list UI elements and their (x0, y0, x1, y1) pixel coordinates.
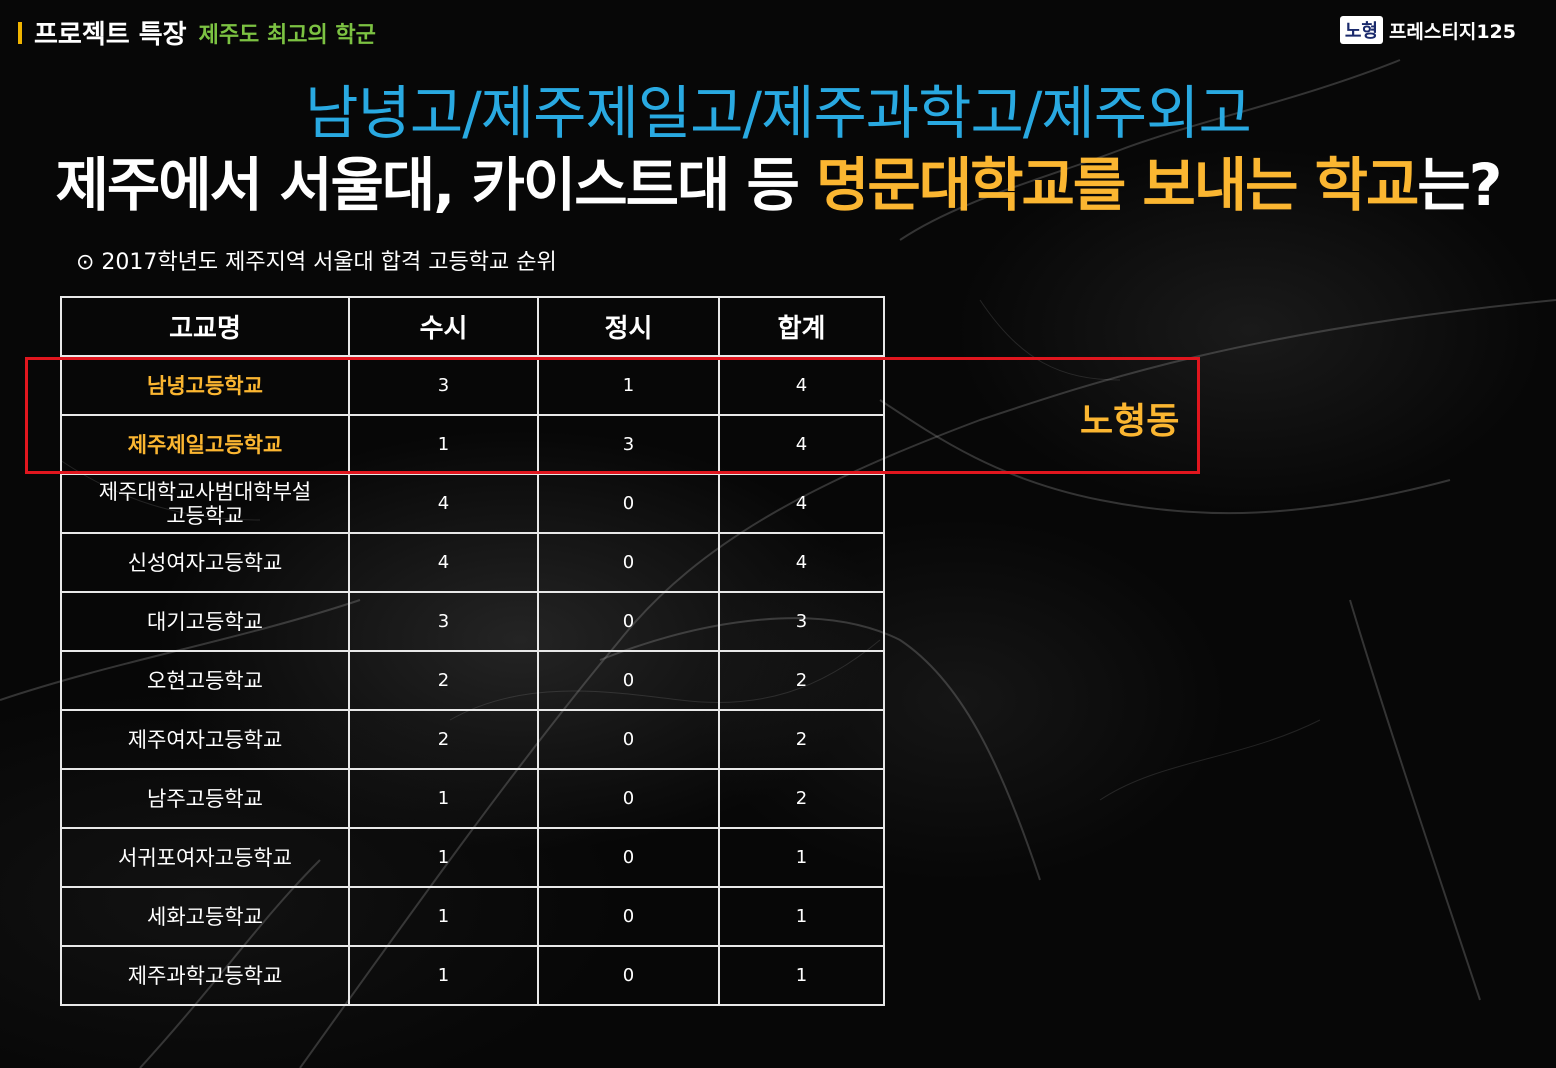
table-row: 제주과학고등학교 1 0 1 (60, 945, 885, 1006)
table-body: 남녕고등학교 3 1 4 제주제일고등학교 1 3 4 제주대학교사범대학부설 고등학교 4 0 4 신… (60, 355, 885, 1006)
table-caption: ⊙ 2017학년도 제주지역 서울대 합격 고등학교 순위 (76, 250, 557, 275)
section-marker (18, 21, 22, 44)
headline-highlight: 명문대학교를 보내는 학교 (816, 151, 1419, 219)
section-topic: 제주도 최고의 학군 (198, 22, 376, 48)
jeongsi-count-cell: 1 (537, 355, 720, 416)
jeongsi-count-cell: 0 (537, 945, 720, 1006)
school-name-cell: 세화고등학교 (60, 886, 350, 947)
susi-count-cell: 3 (348, 591, 539, 652)
susi-count-cell: 4 (348, 532, 539, 593)
total-count-cell: 3 (718, 591, 885, 652)
total-count-cell: 1 (718, 886, 885, 947)
table-row: 제주여자고등학교 2 0 2 (60, 709, 885, 770)
table-row: 남녕고등학교 3 1 4 (60, 355, 885, 416)
table-row: 대기고등학교 3 0 3 (60, 591, 885, 652)
susi-count-cell: 2 (348, 709, 539, 770)
total-count-cell: 4 (718, 473, 885, 534)
section-header: 프로젝트 특장 제주도 최고의 학군 (18, 14, 376, 51)
column-header-susi: 수시 (348, 296, 539, 357)
school-list-subtitle: 남녕고/제주제일고/제주과학고/제주외고 (305, 79, 1252, 147)
total-count-cell: 2 (718, 650, 885, 711)
total-count-cell: 4 (718, 532, 885, 593)
school-name-cell: 오현고등학교 (60, 650, 350, 711)
table-row: 남주고등학교 1 0 2 (60, 768, 885, 829)
table-row: 제주대학교사범대학부설 고등학교 4 0 4 (60, 473, 885, 534)
area-label: 노형동 (1080, 401, 1180, 442)
table-row: 서귀포여자고등학교 1 0 1 (60, 827, 885, 888)
school-name-cell: 제주여자고등학교 (60, 709, 350, 770)
total-count-cell: 2 (718, 768, 885, 829)
school-name-cell: 제주제일고등학교 (60, 414, 350, 475)
susi-count-cell: 3 (348, 355, 539, 416)
total-count-cell: 2 (718, 709, 885, 770)
column-header-total: 합계 (718, 296, 885, 357)
jeongsi-count-cell: 0 (537, 827, 720, 888)
school-name-cell: 대기고등학교 (60, 591, 350, 652)
jeongsi-count-cell: 0 (537, 532, 720, 593)
school-name-cell: 제주대학교사범대학부설 고등학교 (60, 473, 350, 534)
school-name-cell: 서귀포여자고등학교 (60, 827, 350, 888)
school-name-cell: 신성여자고등학교 (60, 532, 350, 593)
susi-count-cell: 2 (348, 650, 539, 711)
headline-part1: 제주에서 서울대, 카이스트대 등 (55, 151, 817, 219)
ranking-table: 고교명 수시 정시 합계 남녕고등학교 3 1 4 제주제일고등학교 1 3 4 제주대학교사범… (60, 296, 885, 1006)
brand-name: 프레스티지125 (1388, 20, 1516, 43)
total-count-cell: 1 (718, 827, 885, 888)
table-row: 세화고등학교 1 0 1 (60, 886, 885, 947)
susi-count-cell: 4 (348, 473, 539, 534)
susi-count-cell: 1 (348, 886, 539, 947)
brand-logo: 노형 (1339, 16, 1383, 44)
school-name-cell: 제주과학고등학교 (60, 945, 350, 1006)
susi-count-cell: 1 (348, 768, 539, 829)
susi-count-cell: 1 (348, 414, 539, 475)
column-header-school: 고교명 (60, 296, 350, 357)
section-title: 프로젝트 특장 (34, 20, 187, 50)
table-header-row: 고교명 수시 정시 합계 (60, 296, 885, 357)
jeongsi-count-cell: 0 (537, 473, 720, 534)
susi-count-cell: 1 (348, 945, 539, 1006)
jeongsi-count-cell: 0 (537, 591, 720, 652)
table-row: 오현고등학교 2 0 2 (60, 650, 885, 711)
table-row: 신성여자고등학교 4 0 4 (60, 532, 885, 593)
susi-count-cell: 1 (348, 827, 539, 888)
headline: 제주에서 서울대, 카이스트대 등 명문대학교를 보내는 학교는? (0, 138, 1556, 222)
jeongsi-count-cell: 0 (537, 650, 720, 711)
column-header-jeongsi: 정시 (537, 296, 720, 357)
jeongsi-count-cell: 0 (537, 886, 720, 947)
school-name-cell: 남주고등학교 (60, 768, 350, 829)
jeongsi-count-cell: 0 (537, 768, 720, 829)
highlight-box (25, 357, 1200, 474)
brand: 노형 프레스티지125 (1339, 16, 1516, 44)
jeongsi-count-cell: 0 (537, 709, 720, 770)
total-count-cell: 1 (718, 945, 885, 1006)
headline-part2: 는? (1417, 151, 1502, 219)
